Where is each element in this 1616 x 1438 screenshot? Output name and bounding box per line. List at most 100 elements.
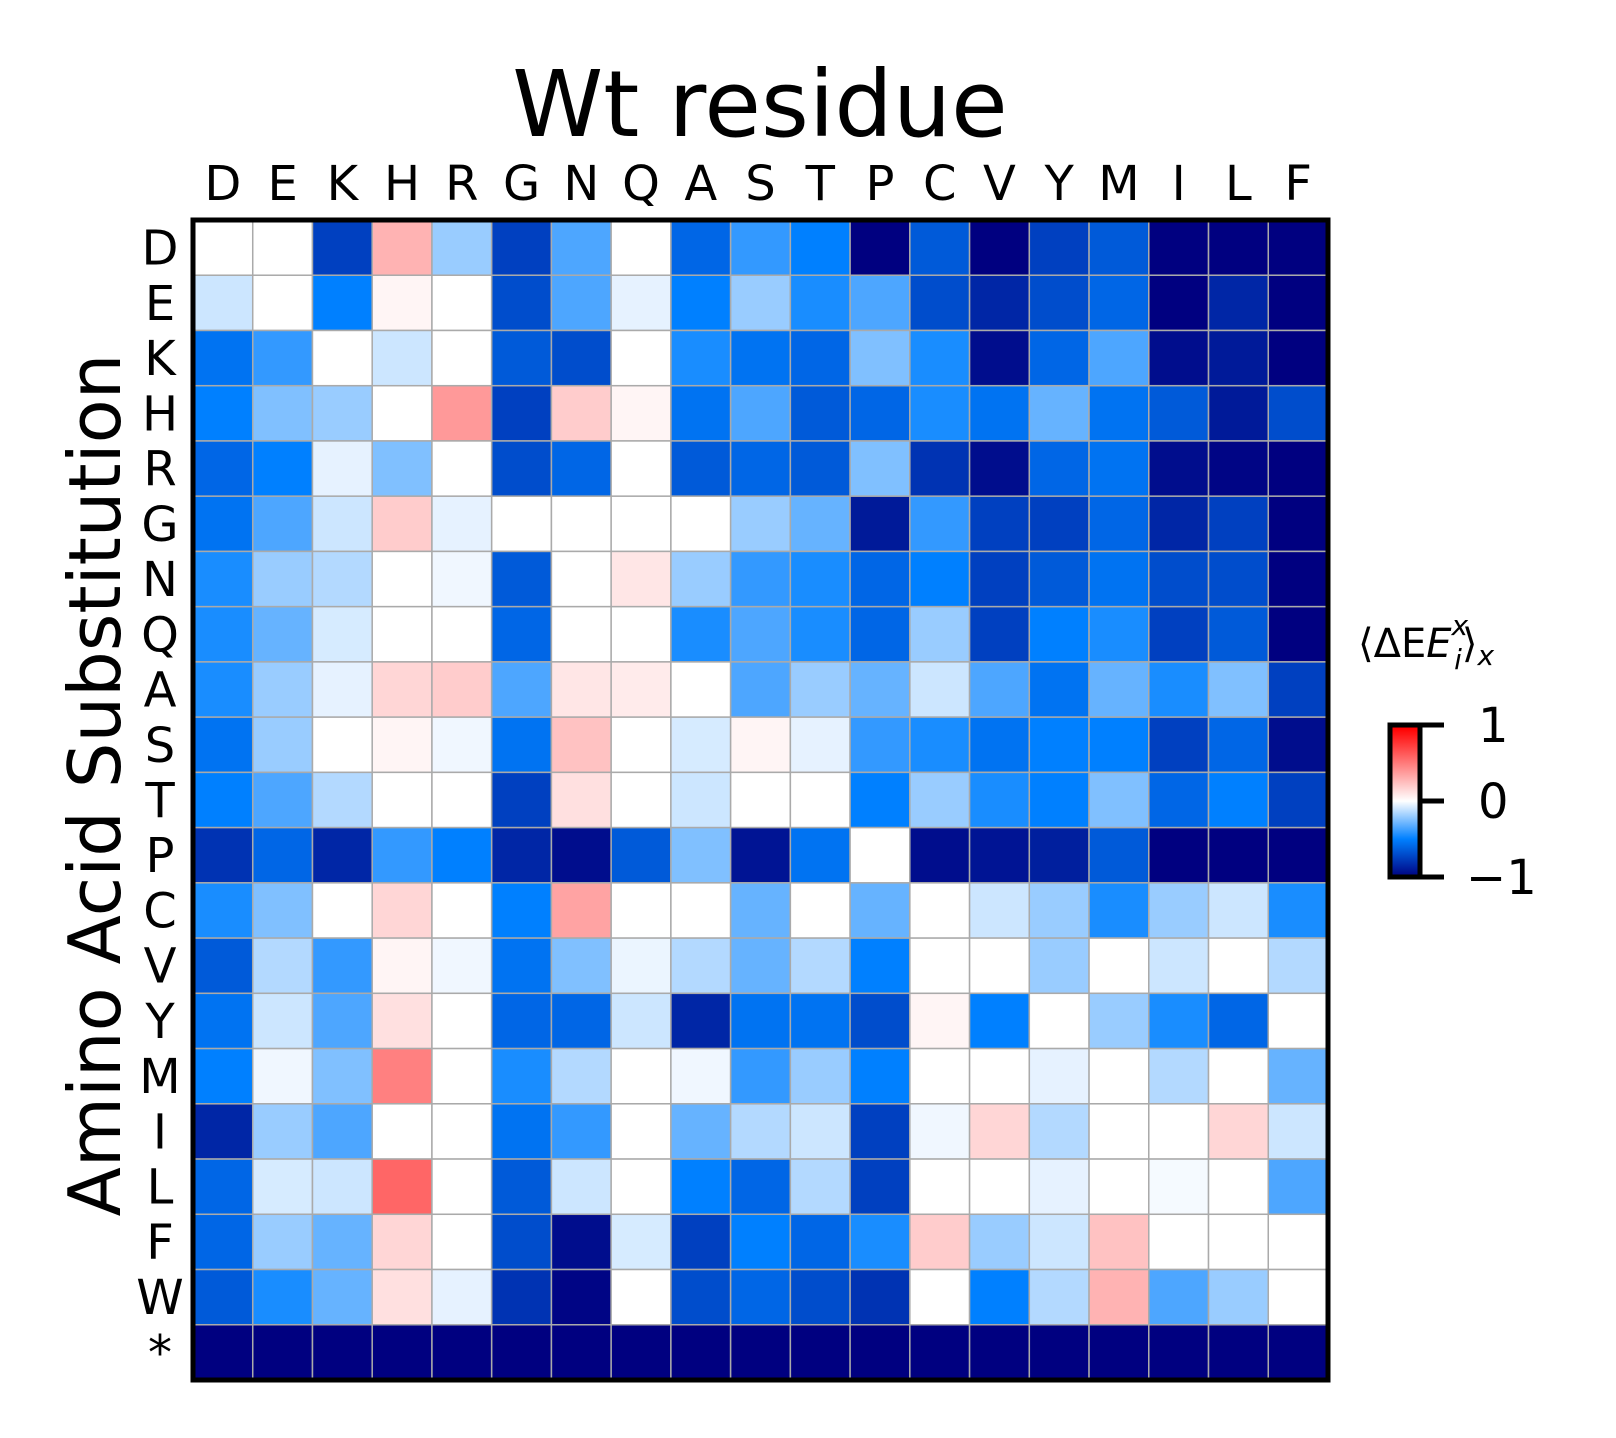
heatmap-cell-N-V xyxy=(968,550,1031,608)
heatmap-cell-P-S xyxy=(729,826,792,884)
heatmap-cell-R-T xyxy=(789,440,851,497)
heatmap-cell-E-E xyxy=(251,274,314,332)
heatmap-cell-F-V xyxy=(968,1213,1031,1271)
heatmap-cell-W-Y xyxy=(1028,1268,1090,1326)
heatmap-cell-R-Y xyxy=(1028,440,1090,497)
heatmap-cell-N-A xyxy=(670,550,732,608)
heatmap-cell-H-E xyxy=(251,384,314,442)
heatmap-cell-Q-G xyxy=(490,605,553,663)
heatmap-cell-C-N xyxy=(550,882,612,939)
heatmap-cell-C-R xyxy=(431,882,493,939)
heatmap-cell-*-G xyxy=(490,1324,553,1381)
heatmap-cell-L-F xyxy=(1267,1158,1329,1216)
heatmap-cell-S-G xyxy=(490,716,553,774)
heatmap-cell-Q-S xyxy=(729,605,792,663)
heatmap-cell-T-C xyxy=(909,771,971,829)
heatmap-cell-S-P xyxy=(849,716,911,774)
heatmap-cell-F-C xyxy=(909,1213,971,1271)
heatmap-cell-S-E xyxy=(251,716,314,774)
heatmap-cell-S-D xyxy=(192,716,254,774)
heatmap-cell-Q-F xyxy=(1267,605,1329,663)
heatmap-cell-E-T xyxy=(789,274,851,332)
heatmap-cell-N-K xyxy=(311,550,373,608)
heatmap-cell-L-K xyxy=(311,1158,373,1216)
heatmap-cell-K-Y xyxy=(1028,329,1090,387)
heatmap-cell-F-N xyxy=(550,1213,612,1271)
heatmap-cell-F-T xyxy=(789,1213,851,1271)
heatmap-cell-*-H xyxy=(371,1324,433,1381)
heatmap-cell-G-S xyxy=(729,495,792,553)
heatmap-cell-S-K xyxy=(311,716,373,774)
y-tick-label: Q xyxy=(141,607,179,663)
heatmap-cell-M-N xyxy=(550,1047,612,1105)
y-tick-label: H xyxy=(142,386,178,442)
heatmap-cell-D-N xyxy=(550,219,612,276)
heatmap-cell-A-H xyxy=(371,661,433,718)
colorbar-gradient xyxy=(1387,722,1423,880)
heatmap-cell-H-K xyxy=(311,384,373,442)
heatmap-cell-M-S xyxy=(729,1047,792,1105)
heatmap-cell-V-F xyxy=(1267,937,1329,995)
heatmap-cell-I-Q xyxy=(610,1103,672,1160)
heatmap-cell-C-V xyxy=(968,882,1031,939)
heatmap-cell-I-I xyxy=(1148,1103,1210,1160)
heatmap-cell-A-L xyxy=(1207,661,1270,718)
heatmap-cell-L-C xyxy=(909,1158,971,1216)
heatmap-cell-I-L xyxy=(1207,1103,1270,1160)
heatmap-cell-Y-P xyxy=(849,992,911,1050)
heatmap-cell-G-C xyxy=(909,495,971,553)
heatmap-cell-V-A xyxy=(670,937,732,995)
y-tick-label: K xyxy=(144,331,177,387)
heatmap-cell-*-Q xyxy=(610,1324,672,1381)
heatmap-cell-E-F xyxy=(1267,274,1329,332)
heatmap-cell-C-K xyxy=(311,882,373,939)
x-tick-label: F xyxy=(1284,156,1312,212)
heatmap-cell-N-M xyxy=(1088,550,1150,608)
heatmap-cell-S-V xyxy=(968,716,1031,774)
heatmap-cell-H-T xyxy=(789,384,851,442)
heatmap-cell-Y-G xyxy=(490,992,553,1050)
heatmap-cell-T-T xyxy=(789,771,851,829)
heatmap-cell-D-P xyxy=(849,219,911,276)
heatmap-cell-T-A xyxy=(670,771,732,829)
heatmap-cell-E-C xyxy=(909,274,971,332)
heatmap-cell-C-A xyxy=(670,882,732,939)
heatmap-cell-K-R xyxy=(431,329,493,387)
heatmap-cell-D-Q xyxy=(610,219,672,276)
heatmap-cell-F-G xyxy=(490,1213,553,1271)
heatmap-cell-E-R xyxy=(431,274,493,332)
heatmap-cell-Q-M xyxy=(1088,605,1150,663)
heatmap-cell-D-T xyxy=(789,219,851,276)
heatmap-cell-Y-A xyxy=(670,992,732,1050)
heatmap-cell-L-Q xyxy=(610,1158,672,1216)
heatmap-cell-S-C xyxy=(909,716,971,774)
heatmap-cell-E-I xyxy=(1148,274,1210,332)
heatmap-cell-D-I xyxy=(1148,219,1210,276)
heatmap-cell-K-L xyxy=(1207,329,1270,387)
heatmap-cell-I-D xyxy=(192,1103,254,1160)
heatmap-cell-M-E xyxy=(251,1047,314,1105)
heatmap-cell-Q-R xyxy=(431,605,493,663)
heatmap-cell-*-Y xyxy=(1028,1324,1090,1381)
heatmap-cell-E-V xyxy=(968,274,1031,332)
heatmap-cell-R-V xyxy=(968,440,1031,497)
y-tick-label: G xyxy=(141,497,178,553)
heatmap-cell-W-K xyxy=(311,1268,373,1326)
heatmap-cell-*-M xyxy=(1088,1324,1150,1381)
heatmap-cell-K-N xyxy=(550,329,612,387)
heatmap-cell-F-M xyxy=(1088,1213,1150,1271)
heatmap-cell-M-I xyxy=(1148,1047,1210,1105)
heatmap-cell-*-S xyxy=(729,1324,792,1381)
heatmap-cell-P-G xyxy=(490,826,553,884)
heatmap-cell-P-F xyxy=(1267,826,1329,884)
heatmap-cell-P-N xyxy=(550,826,612,884)
heatmap-cell-H-M xyxy=(1088,384,1150,442)
heatmap-cell-C-P xyxy=(849,882,911,939)
x-tick-label: L xyxy=(1225,156,1252,212)
heatmap-cell-N-G xyxy=(490,550,553,608)
heatmap-cell-M-T xyxy=(789,1047,851,1105)
heatmap-cell-K-C xyxy=(909,329,971,387)
heatmap-cell-D-G xyxy=(490,219,553,276)
heatmap-cell-Y-S xyxy=(729,992,792,1050)
heatmap-cell-K-Q xyxy=(610,329,672,387)
